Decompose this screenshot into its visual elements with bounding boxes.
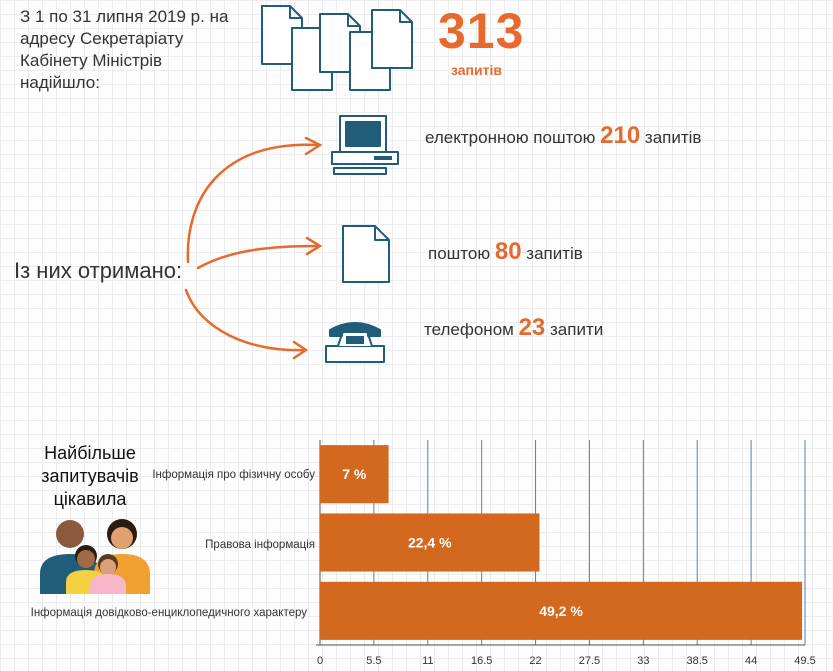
- bar-2: [320, 513, 540, 572]
- channel-email-count: 210: [600, 122, 641, 149]
- computer-icon: [331, 115, 399, 175]
- x-tick-label: 11: [422, 655, 433, 667]
- intro-text: З 1 по 31 липня 2019 р. на адресу Секрет…: [20, 7, 229, 92]
- telephone-icon: [325, 322, 385, 363]
- received-label: Із них отримано:: [14, 258, 183, 283]
- channel-post-unit: запитів: [526, 244, 583, 263]
- channel-email: електронною поштою 210 запитів: [425, 122, 701, 150]
- x-tick-label: 33: [637, 655, 649, 667]
- x-tick-label: 5.5: [366, 655, 381, 667]
- channel-email-label: електронною поштою: [425, 128, 596, 147]
- total-requests-unit: запитів: [451, 62, 502, 78]
- x-tick-label: 49.5: [794, 655, 815, 667]
- bar-3: [320, 581, 803, 640]
- bar-1: [320, 445, 389, 504]
- x-tick-label: 22: [529, 655, 541, 667]
- people-icon: [40, 519, 150, 594]
- document-icon: [342, 225, 390, 283]
- channel-phone: телефоном 23 запити: [424, 314, 603, 342]
- bar-value-label-2: 22,4 %: [408, 535, 452, 551]
- x-tick-label: 44: [745, 655, 757, 667]
- category-label-1: Інформація про фізичну особу: [152, 469, 315, 481]
- x-tick-label: 27.5: [579, 655, 600, 667]
- channel-post-label: поштою: [428, 244, 491, 263]
- category-label-3: Інформація довідково-енциклопедичного ха…: [30, 607, 307, 619]
- bar-value-label-3: 49,2 %: [539, 603, 583, 619]
- channel-post-count: 80: [494, 238, 522, 265]
- arrow-to-post: [196, 244, 320, 270]
- channel-phone-label: телефоном: [424, 320, 514, 339]
- channel-phone-unit: запити: [550, 320, 604, 339]
- x-tick-label: 0: [317, 655, 323, 667]
- arrow-to-email: [186, 143, 320, 264]
- documents-icon: [261, 5, 413, 91]
- arrow-to-phone: [184, 288, 306, 352]
- channel-email-unit: запитів: [644, 128, 702, 147]
- topics-title: Найбільше запитувачів цікавила: [41, 443, 139, 509]
- x-tick-label: 16.5: [471, 655, 492, 667]
- x-tick-label: 38.5: [687, 655, 708, 667]
- category-label-2: Правова інформація: [205, 539, 315, 551]
- channel-arrows: [184, 136, 323, 360]
- total-requests-number: 313: [438, 3, 525, 59]
- channel-phone-count: 23: [518, 314, 546, 341]
- channel-post: поштою 80 запитів: [428, 238, 583, 266]
- bar-value-label-1: 7 %: [342, 466, 367, 482]
